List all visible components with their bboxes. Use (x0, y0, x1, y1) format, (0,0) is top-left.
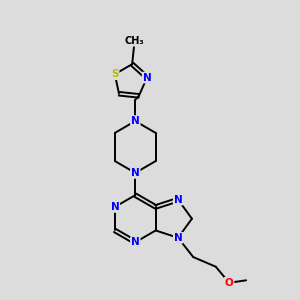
Text: N: N (131, 116, 140, 126)
Text: N: N (174, 195, 182, 205)
Text: O: O (225, 278, 233, 288)
Text: N: N (142, 73, 152, 82)
Text: S: S (111, 69, 118, 79)
Text: N: N (131, 168, 140, 178)
Text: CH₃: CH₃ (125, 36, 144, 46)
Text: N: N (174, 233, 182, 243)
Text: N: N (131, 237, 140, 247)
Text: N: N (110, 202, 119, 212)
